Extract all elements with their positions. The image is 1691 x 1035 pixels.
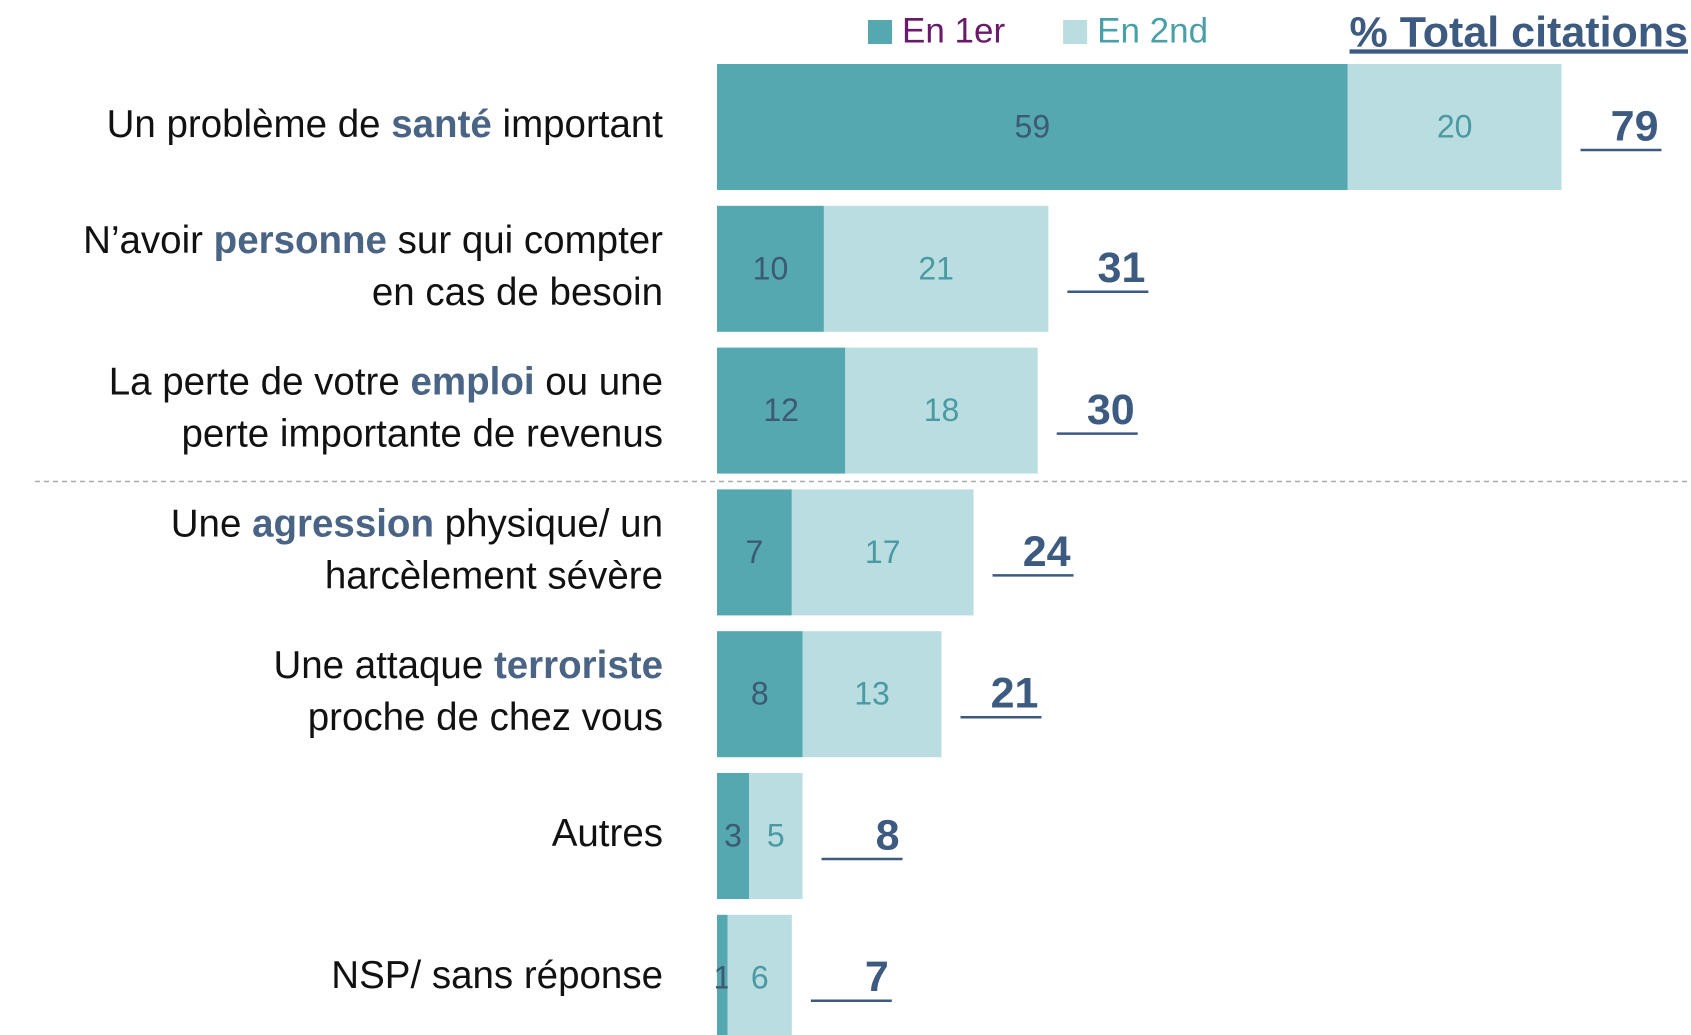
category-run: sur qui compter [387, 219, 663, 262]
bar-segment [749, 773, 803, 899]
category-label: Autres [552, 812, 663, 855]
segment-label: 20 [1437, 108, 1473, 144]
category-run: perte importante de revenus [181, 413, 663, 456]
bar-segment [717, 347, 846, 474]
total-label: 79 [1611, 102, 1659, 150]
total-label: 30 [1087, 386, 1135, 434]
segment-label: 10 [753, 250, 789, 286]
legend-label: En 1er [902, 11, 1005, 50]
total-label: 31 [1098, 244, 1146, 292]
bar-segment [717, 773, 750, 899]
segment-label: 5 [767, 817, 785, 853]
segment-label: 17 [865, 534, 901, 570]
category-label: La perte de votre emploi ou une [109, 361, 663, 404]
category-run: important [492, 103, 663, 146]
total-label: 24 [1023, 528, 1071, 576]
category-run: NSP/ sans réponse [331, 954, 663, 997]
category-run: santé [391, 103, 492, 146]
category-run: Une [171, 503, 252, 546]
category-run: harcèlement sévère [325, 555, 663, 598]
category-label: NSP/ sans réponse [331, 954, 663, 997]
bar-segment [717, 64, 1348, 190]
category-run: La perte de votre [109, 361, 411, 404]
category-run: personne [214, 219, 387, 262]
bar-segment [845, 347, 1038, 474]
total-label: 8 [876, 811, 900, 859]
category-run: proche de chez vous [308, 696, 663, 739]
segment-label: 6 [751, 959, 769, 995]
category-label: Une agression physique/ un [171, 503, 663, 546]
category-label: Une attaque terroriste [273, 644, 663, 687]
segment-label: 12 [763, 392, 799, 428]
category-label: perte importante de revenus [181, 413, 663, 456]
legend-swatch [868, 20, 892, 44]
segment-label: 8 [751, 676, 769, 712]
segment-label: 59 [1015, 108, 1051, 144]
segment-label: 18 [924, 392, 960, 428]
total-title: % Total citations [1350, 8, 1688, 56]
category-run: terroriste [494, 644, 663, 687]
bar-segment [802, 631, 942, 758]
segment-label: 3 [724, 817, 742, 853]
legend-swatch [1063, 20, 1088, 44]
category-run: Autres [552, 812, 663, 855]
total-label: 7 [865, 953, 889, 1001]
category-run: N’avoir [83, 219, 214, 262]
bar-segment [1347, 64, 1562, 190]
bar-segment [791, 489, 974, 616]
category-run: emploi [410, 361, 534, 404]
category-run: agression [252, 503, 434, 546]
total-label: 21 [991, 670, 1039, 718]
category-run: Un problème de [107, 103, 392, 146]
bar-segment [717, 631, 803, 758]
segment-label: 13 [854, 676, 890, 712]
bar-segment [717, 489, 792, 616]
segment-label: 21 [918, 250, 954, 286]
category-run: ou une [535, 361, 663, 404]
category-run: en cas de besoin [372, 271, 663, 314]
category-label: N’avoir personne sur qui compter [83, 219, 663, 262]
bar-segment [727, 914, 792, 1035]
category-label: Un problème de santé important [107, 103, 664, 146]
bar-segment [717, 205, 824, 332]
category-label: harcèlement sévère [325, 555, 663, 598]
segment-label: 7 [746, 534, 764, 570]
legend-label: En 2nd [1097, 11, 1208, 50]
category-run: physique/ un [434, 503, 663, 546]
bar-segment [823, 205, 1049, 332]
bar-segment [717, 914, 728, 1035]
category-run: Une attaque [273, 644, 493, 687]
category-label: en cas de besoin [372, 271, 663, 314]
category-label: proche de chez vous [308, 696, 663, 739]
segment-label: 1 [713, 959, 731, 995]
